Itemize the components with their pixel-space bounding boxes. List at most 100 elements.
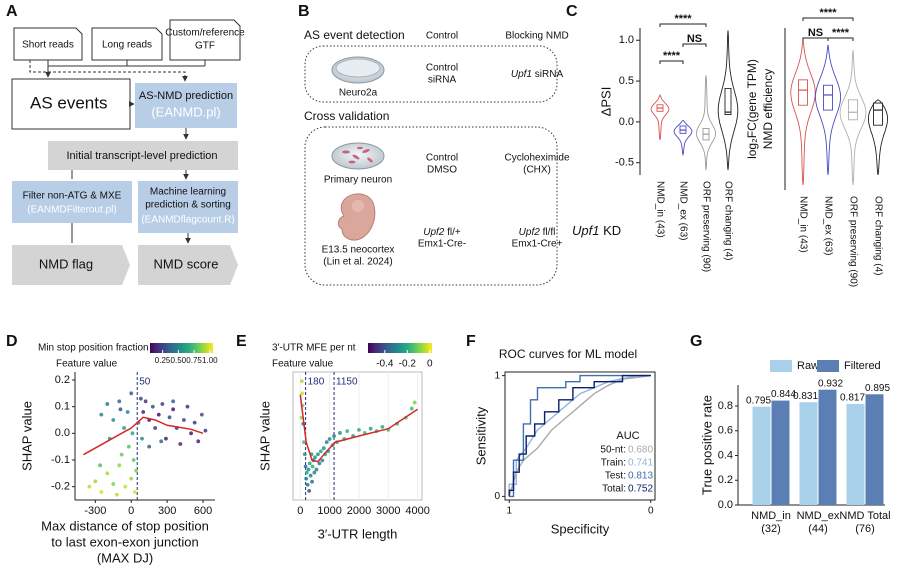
point bbox=[332, 434, 336, 438]
input-label: Short reads bbox=[22, 40, 74, 51]
section-title: AS event detection bbox=[304, 28, 405, 42]
point bbox=[302, 452, 307, 457]
point bbox=[126, 444, 131, 449]
condition: Upf1 siRNA bbox=[511, 69, 564, 80]
box bbox=[798, 79, 808, 106]
point bbox=[130, 431, 135, 436]
y-axis-label: log₂FC(gene TPM) bbox=[745, 59, 759, 159]
y-axis-label: SHAP value bbox=[19, 401, 34, 471]
point bbox=[316, 452, 320, 457]
violin bbox=[814, 44, 842, 175]
bar bbox=[865, 394, 884, 505]
box bbox=[724, 87, 732, 116]
point bbox=[317, 461, 322, 466]
point bbox=[167, 415, 172, 420]
significance-label: NS bbox=[808, 27, 823, 39]
x-tick-label: 0 bbox=[297, 505, 303, 517]
condition-text: fl/+ bbox=[447, 227, 461, 238]
point bbox=[318, 449, 323, 454]
colorbar-tick-label: 0.50 bbox=[171, 356, 187, 365]
y-axis-label: SHAP value bbox=[257, 401, 272, 471]
x-tick-label: NMD_ex (63) bbox=[677, 181, 688, 240]
point bbox=[409, 406, 414, 411]
legend-entry: Total: bbox=[602, 484, 626, 495]
colorbar bbox=[368, 343, 432, 353]
y-tick-label: 0.2 bbox=[55, 374, 70, 386]
point bbox=[301, 440, 306, 444]
as-events-label: AS events bbox=[30, 93, 108, 112]
gene: Upf2 bbox=[519, 227, 541, 238]
y-tick-label: 0 bbox=[494, 491, 500, 502]
embryo-icon bbox=[337, 193, 376, 241]
point bbox=[99, 412, 104, 417]
legend-value: 0.741 bbox=[628, 458, 653, 469]
legend-entry: 50-nt: bbox=[600, 445, 626, 456]
ml-label: Machine learning bbox=[150, 187, 226, 198]
point bbox=[98, 463, 103, 468]
condition-text: fl/fl bbox=[543, 227, 556, 238]
legend-value: 0.752 bbox=[628, 484, 653, 495]
plot-frame bbox=[504, 371, 656, 501]
point bbox=[140, 436, 144, 441]
x-tick-label: (32) bbox=[761, 523, 781, 535]
point bbox=[129, 476, 134, 481]
axis-label: Upf1 KD bbox=[572, 223, 621, 238]
x-tick-label: 1000 bbox=[317, 505, 341, 517]
violin bbox=[650, 93, 670, 140]
sample-label: Neuro2a bbox=[339, 88, 378, 99]
value-label: 0.795 bbox=[746, 395, 771, 406]
violin bbox=[695, 75, 717, 171]
legend-entry: Test: bbox=[605, 471, 626, 482]
significance-bracket bbox=[827, 37, 854, 41]
initial-box bbox=[48, 141, 238, 170]
point bbox=[300, 391, 304, 396]
prediction-label: AS-NMD prediction bbox=[139, 90, 233, 102]
input-label: Custom/reference bbox=[165, 28, 245, 39]
y-tick-label: 0.0 bbox=[619, 116, 634, 128]
bar bbox=[799, 402, 818, 505]
section-frame bbox=[304, 126, 558, 286]
ml-box bbox=[138, 181, 238, 233]
point bbox=[171, 407, 176, 412]
point bbox=[87, 484, 92, 489]
y-tick-label: 1.0 bbox=[619, 34, 634, 46]
condition-text: siRNA bbox=[535, 69, 564, 80]
legend-title: AUC bbox=[616, 430, 639, 442]
point bbox=[308, 473, 313, 478]
panel-label: G bbox=[690, 333, 702, 350]
point bbox=[131, 458, 136, 462]
point bbox=[150, 404, 155, 409]
panel-b: B AS event detection Control Blocking NM… bbox=[298, 3, 570, 286]
x-tick-label: ORF changing (4) bbox=[722, 181, 733, 260]
input-box bbox=[169, 19, 241, 61]
y-axis-label: NMD efficiency bbox=[761, 69, 775, 149]
colorbar-tick-label: 1.00 bbox=[202, 356, 218, 365]
point bbox=[345, 429, 350, 434]
x-tick-label: 4000 bbox=[405, 505, 429, 517]
point bbox=[310, 479, 314, 484]
point bbox=[119, 452, 124, 457]
violin bbox=[717, 30, 739, 171]
significance-bracket bbox=[659, 23, 707, 27]
point bbox=[203, 428, 208, 433]
input-box bbox=[13, 27, 83, 61]
significance-label: NS bbox=[687, 33, 702, 45]
y-tick-label: 0.1 bbox=[55, 401, 70, 413]
sample-label: (Lin et al. 2024) bbox=[323, 257, 393, 268]
x-tick-label: ORF preserving (90) bbox=[700, 181, 711, 272]
arrow bbox=[29, 60, 188, 82]
gene: Upf1 bbox=[572, 223, 599, 238]
violin bbox=[868, 99, 888, 175]
trend-line bbox=[83, 416, 204, 456]
x-tick-label: ORF changing (4) bbox=[872, 196, 883, 275]
point bbox=[164, 436, 168, 441]
box bbox=[848, 99, 858, 121]
gene: Upf2 bbox=[423, 227, 445, 238]
point bbox=[123, 484, 128, 489]
point bbox=[380, 424, 385, 429]
y-axis-label: True positive rate bbox=[699, 395, 714, 495]
value-label: 0.895 bbox=[865, 383, 890, 394]
colorbar-tick-label: -0.2 bbox=[399, 359, 417, 370]
gene: Upf1 bbox=[511, 69, 532, 80]
point bbox=[185, 404, 190, 409]
